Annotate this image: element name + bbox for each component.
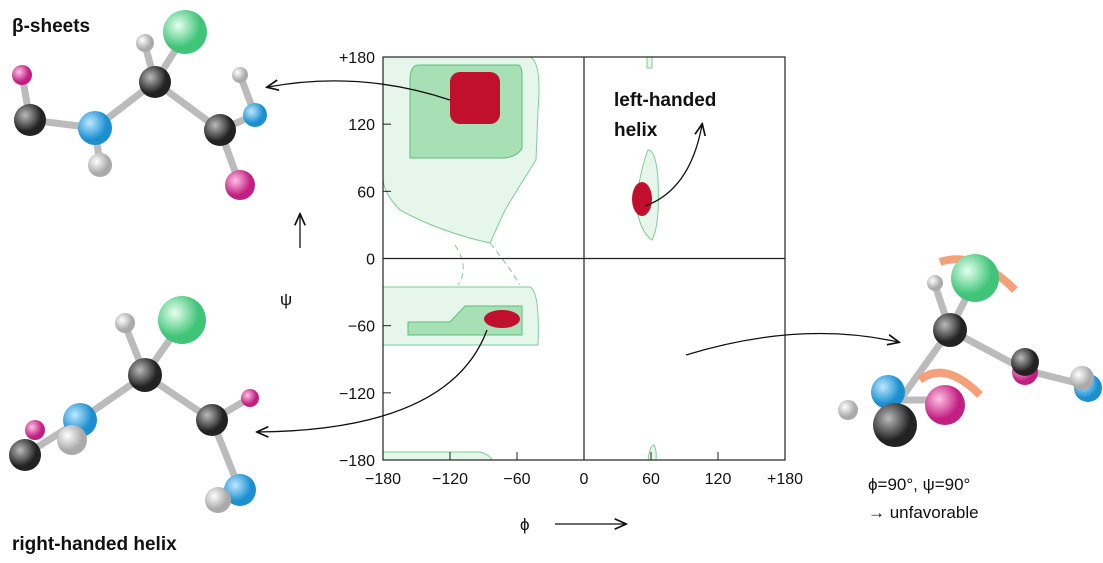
- molecule-unfavorable: [838, 254, 1102, 447]
- unfavorable-label: ϕ=90°, ψ=90°: [868, 475, 970, 494]
- molecule-right-helix: [9, 296, 259, 513]
- y-tick-label: −60: [348, 319, 375, 336]
- x-tick-label: −120: [432, 471, 468, 488]
- x-tick-label: −180: [365, 471, 401, 488]
- y-tick-label: 60: [357, 184, 375, 201]
- beta-label: β-sheets: [12, 16, 90, 37]
- y-tick-label: −120: [339, 386, 375, 403]
- left-helix-label: helix: [614, 120, 658, 141]
- y-tick-label: 0: [366, 252, 375, 269]
- right-helix-label: right-handed helix: [12, 534, 177, 555]
- regions: [382, 56, 659, 461]
- left-helix-label: left-handed: [614, 90, 716, 111]
- y-axis-label: ψ: [280, 290, 292, 309]
- y-tick-label: −180: [339, 453, 375, 470]
- y-tick-label: 120: [348, 117, 375, 134]
- x-axis-label: ϕ: [520, 515, 530, 534]
- x-tick-label: 120: [705, 471, 732, 488]
- x-tick-label: 0: [580, 471, 589, 488]
- x-tick-label: 60: [642, 471, 660, 488]
- x-tick-label: +180: [767, 471, 803, 488]
- y-tick-label: +180: [339, 50, 375, 67]
- axes: −180 −120 −60 0 60 120 +180 +180 120 60 0 −60 −120 −1…: [339, 50, 803, 488]
- unfavorable-label: → unfavorable: [868, 503, 979, 522]
- x-tick-label: −60: [503, 471, 530, 488]
- arrows: [258, 81, 898, 432]
- molecule-beta: [12, 10, 267, 200]
